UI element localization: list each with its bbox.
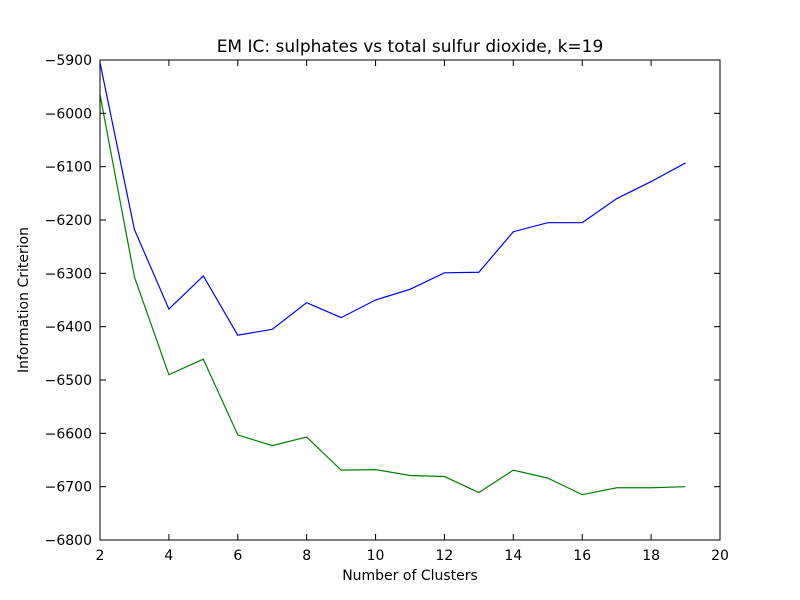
x-tick-label: 10 bbox=[367, 548, 385, 564]
series-layer bbox=[99, 62, 686, 496]
x-tick-label: 18 bbox=[642, 548, 660, 564]
x-tick-label: 20 bbox=[711, 548, 729, 564]
series-line-2 bbox=[99, 94, 686, 496]
x-axis-label: Number of Clusters bbox=[342, 568, 478, 584]
plot-frame bbox=[99, 59, 721, 541]
y-tick-label: −6300 bbox=[45, 266, 92, 282]
ticks-layer: 2 4 6 8 10 12 14 16 18 20 −5900 −6000 −6100 −6200 −630… bbox=[45, 53, 729, 564]
y-tick-label: −6500 bbox=[45, 373, 92, 389]
x-tick-label: 2 bbox=[96, 548, 105, 564]
y-tick-label: −6200 bbox=[45, 213, 92, 229]
y-tick-label: −6400 bbox=[45, 320, 92, 336]
y-tick-label: −6000 bbox=[45, 106, 92, 122]
y-tick-label: −5900 bbox=[45, 53, 92, 69]
x-tick-label: 8 bbox=[302, 548, 311, 564]
y-tick-label: −6600 bbox=[45, 426, 92, 442]
series-line-1 bbox=[99, 62, 686, 336]
chart-title: EM IC: sulphates vs total sulfur dioxide… bbox=[217, 37, 604, 57]
x-tick-label: 16 bbox=[573, 548, 591, 564]
x-tick-label: 4 bbox=[164, 548, 173, 564]
x-tick-label: 12 bbox=[436, 548, 454, 564]
x-tick-label: 6 bbox=[233, 548, 242, 564]
x-tick-label: 14 bbox=[504, 548, 522, 564]
y-tick-label: −6800 bbox=[45, 533, 92, 549]
y-tick-label: −6100 bbox=[45, 160, 92, 176]
y-tick-label: −6700 bbox=[45, 480, 92, 496]
y-axis-label: Information Criterion bbox=[16, 227, 32, 373]
